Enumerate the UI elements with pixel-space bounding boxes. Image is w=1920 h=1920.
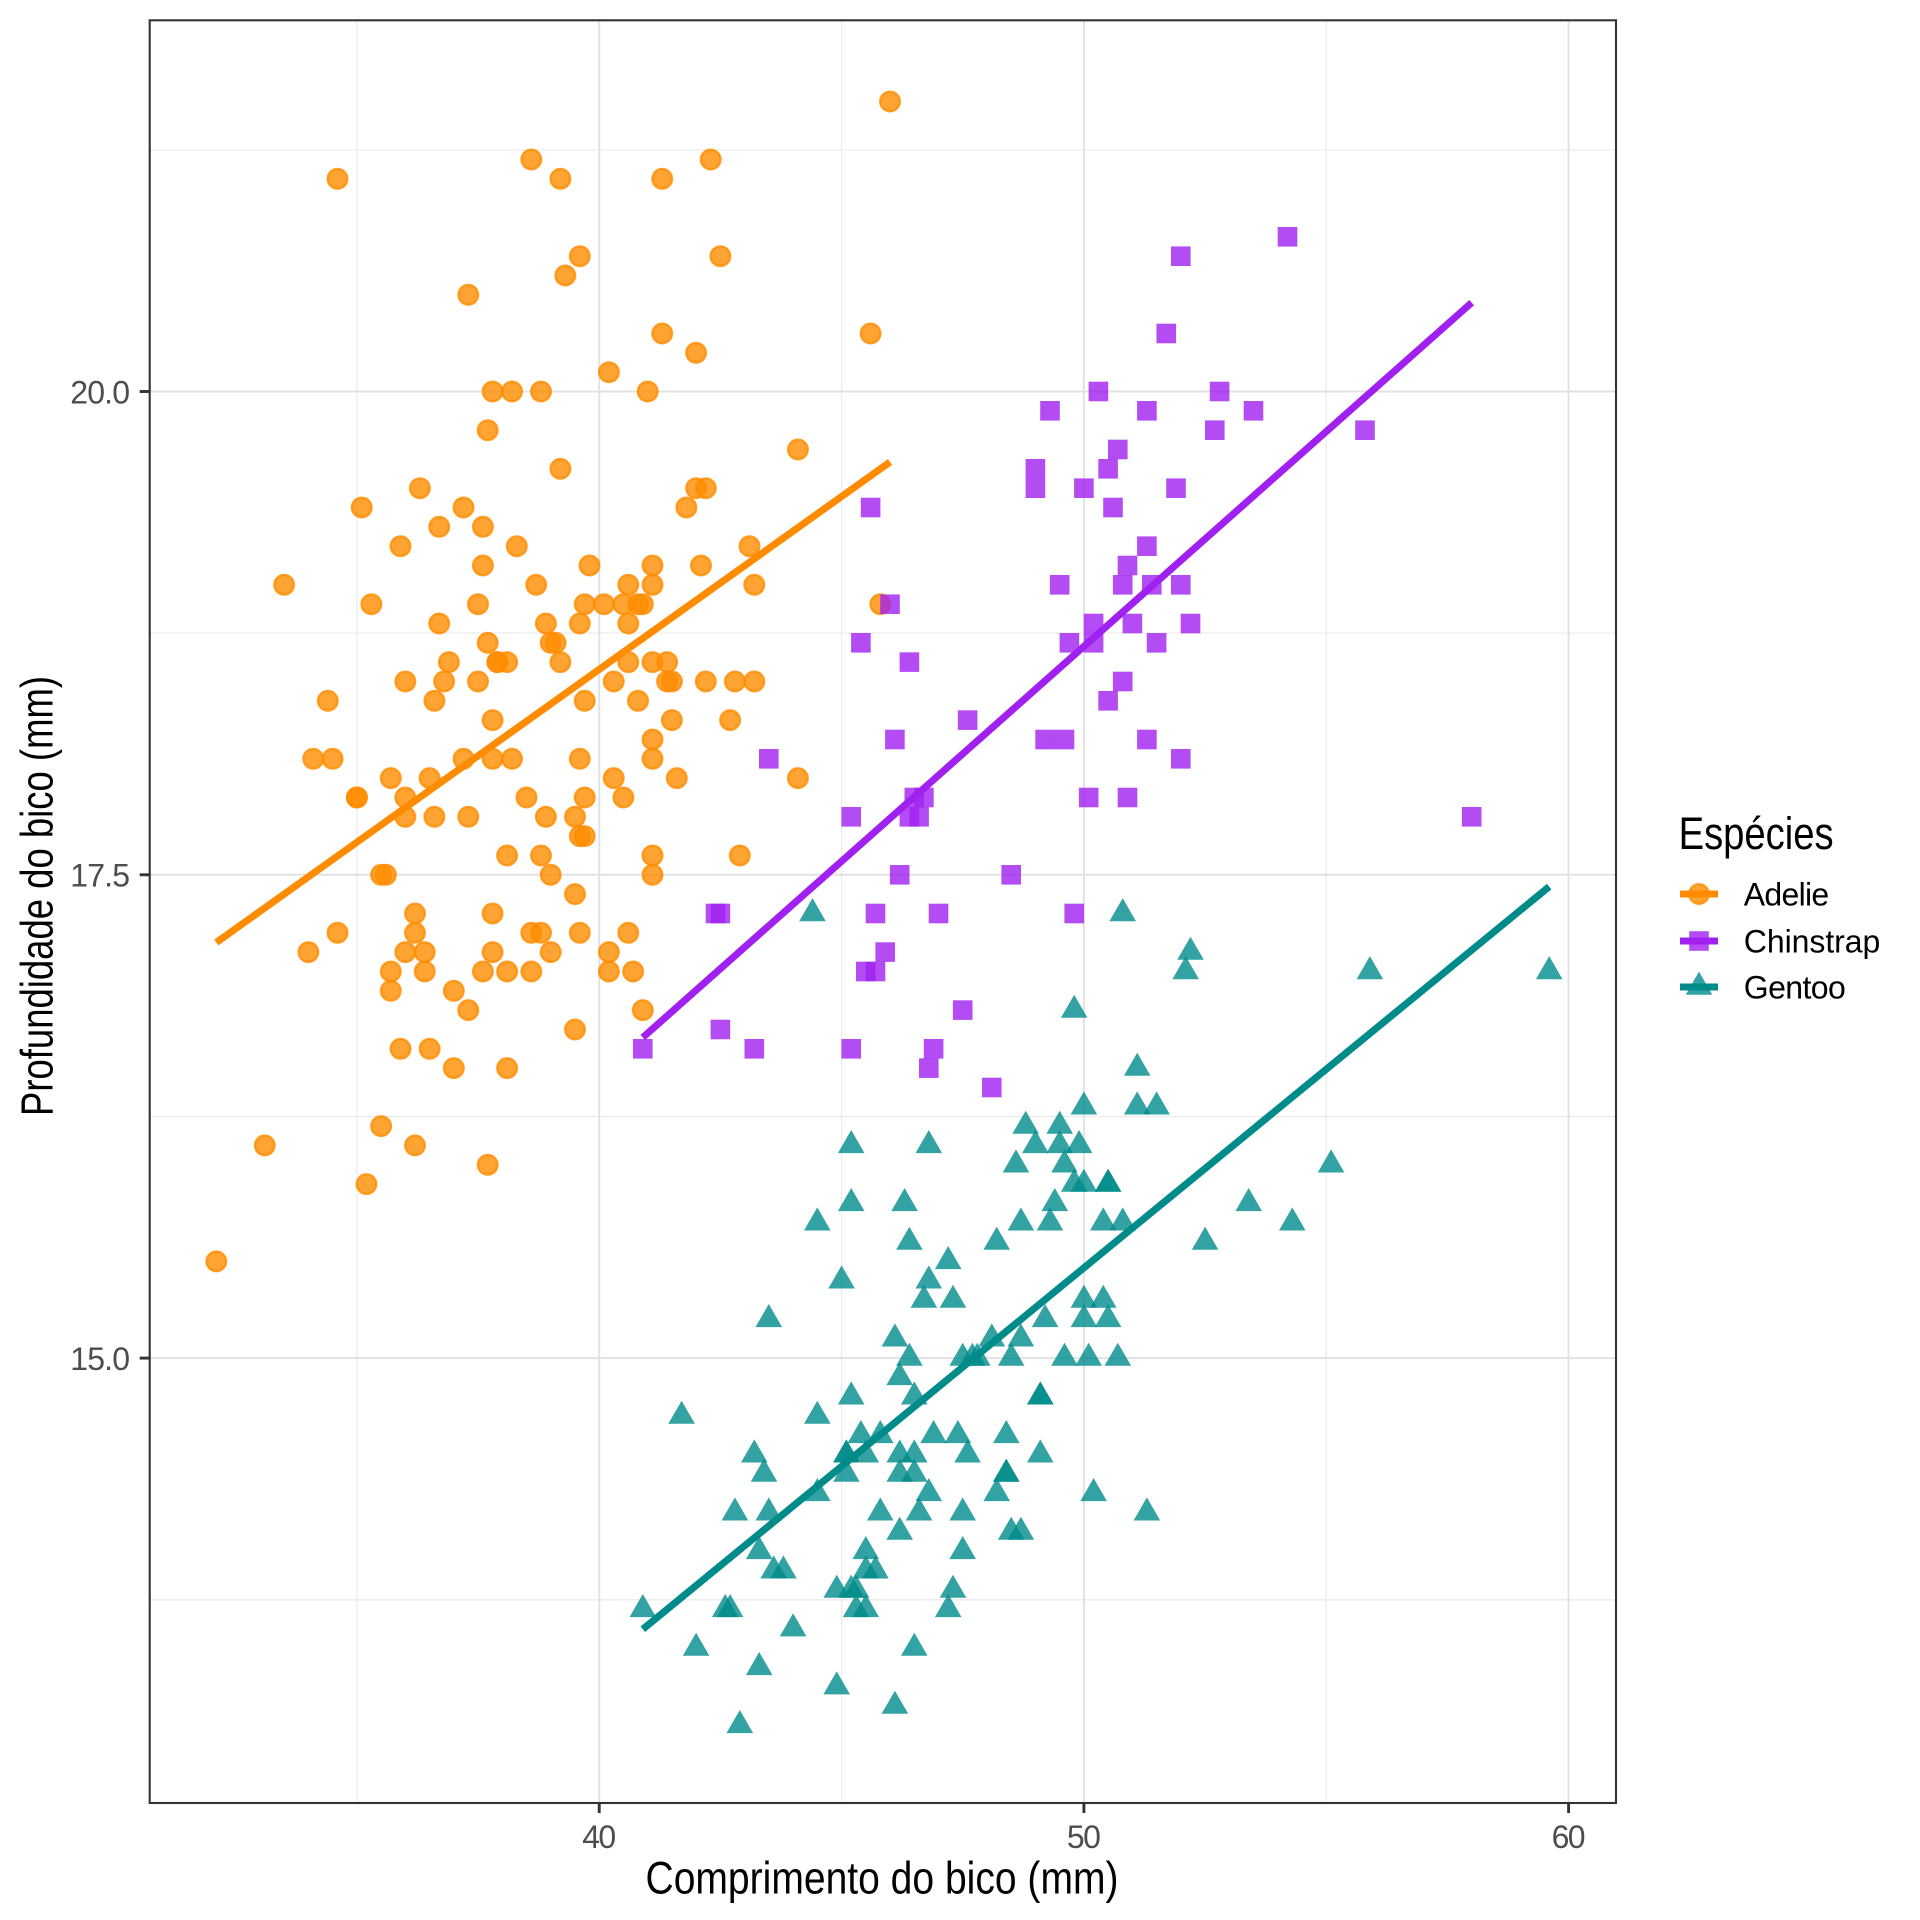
svg-text:Profundidade do bico (mm): Profundidade do bico (mm) <box>12 676 63 1116</box>
svg-text:50: 50 <box>1067 1819 1101 1855</box>
svg-text:Chinstrap: Chinstrap <box>1744 924 1881 960</box>
svg-text:Comprimento do bico (mm): Comprimento do bico (mm) <box>646 1853 1119 1904</box>
svg-text:Adelie: Adelie <box>1744 877 1829 913</box>
svg-text:15.0: 15.0 <box>70 1341 130 1377</box>
svg-text:60: 60 <box>1552 1819 1586 1855</box>
svg-text:17.5: 17.5 <box>70 858 130 894</box>
svg-text:Gentoo: Gentoo <box>1744 970 1846 1006</box>
svg-text:20.0: 20.0 <box>70 374 130 410</box>
svg-text:Espécies: Espécies <box>1679 808 1834 859</box>
svg-text:40: 40 <box>582 1819 616 1855</box>
